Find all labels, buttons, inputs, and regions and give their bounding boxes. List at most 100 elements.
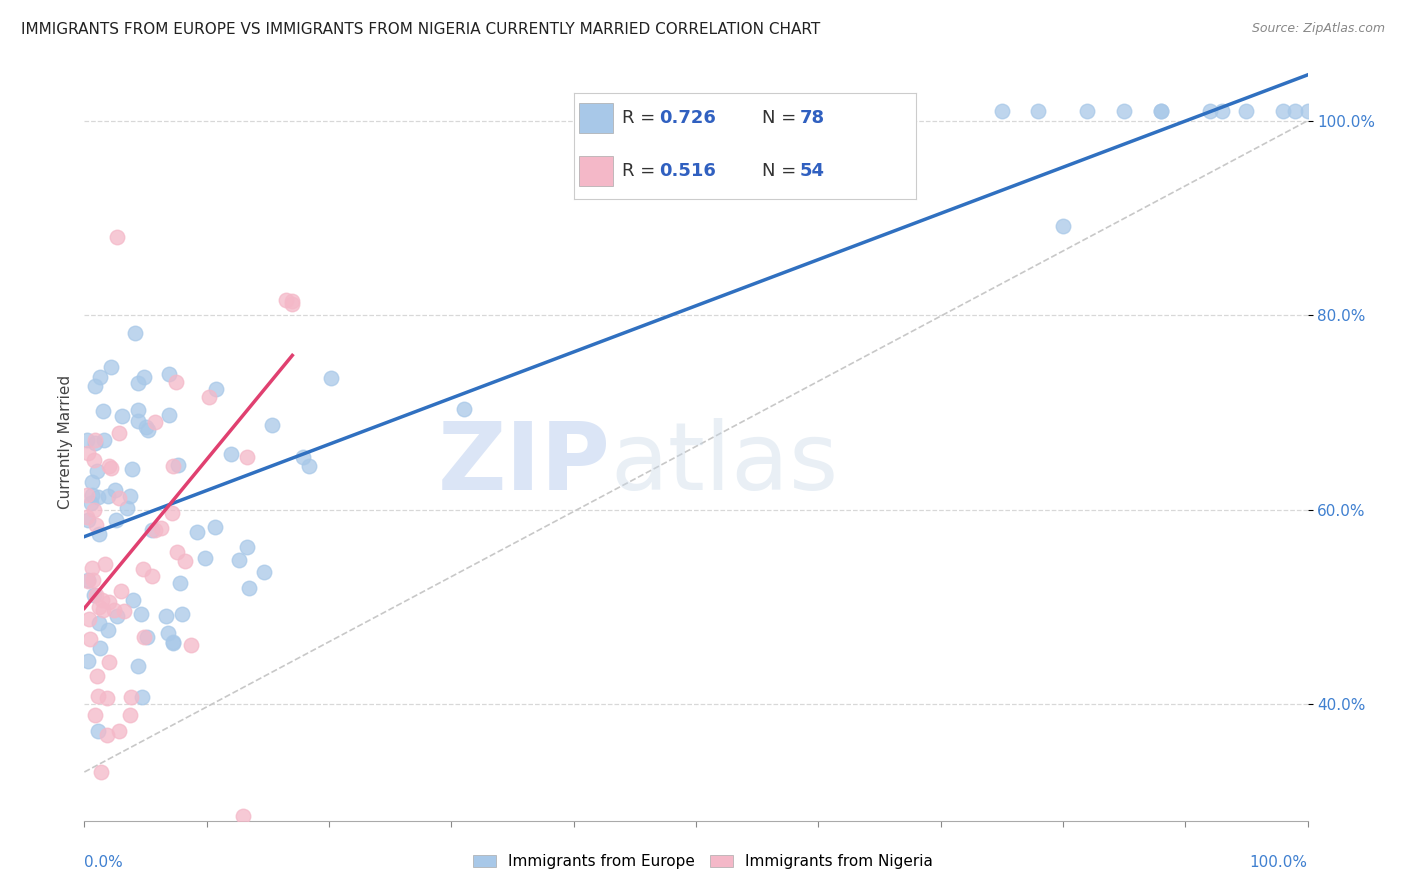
Point [84,436,107,450]
Point [90,765,112,780]
Point [235,540,257,554]
Point [1284,103,1306,118]
Point [141,569,163,583]
Point [221,447,243,461]
Point [132,370,155,384]
Point [77,612,100,626]
Point [127,402,149,417]
Point [118,489,141,503]
Point [97,489,120,503]
Point [235,450,257,464]
Point [135,420,157,434]
Point [321,370,343,384]
Point [107,723,129,738]
Point [1150,103,1173,118]
Point [194,551,217,566]
Point [1028,103,1050,118]
Point [87,526,110,541]
Point [127,376,149,390]
Point [174,554,197,568]
Point [149,521,172,535]
Point [453,401,475,416]
Point [1150,103,1173,118]
Point [186,524,208,539]
Point [145,415,167,429]
Point [141,523,163,537]
Point [98,595,121,609]
Point [82,573,104,587]
Text: IMMIGRANTS FROM EUROPE VS IMMIGRANTS FROM NIGERIA CURRENTLY MARRIED CORRELATION : IMMIGRANTS FROM EUROPE VS IMMIGRANTS FRO… [21,22,820,37]
Point [205,383,228,397]
Point [84,707,107,722]
Point [89,640,111,655]
Point [157,368,180,382]
Point [136,423,159,437]
Point [253,565,276,579]
Point [80,496,103,510]
Point [91,592,114,607]
Point [281,297,304,311]
Text: atlas: atlas [610,418,838,510]
Point [105,230,128,244]
Point [107,426,129,441]
Point [292,450,315,465]
Point [76,574,98,588]
Point [129,607,152,622]
Point [162,459,184,474]
Y-axis label: Currently Married: Currently Married [58,375,73,508]
Point [96,727,118,741]
Point [121,462,143,476]
Point [204,520,226,534]
Point [76,488,98,502]
Point [991,103,1014,118]
Point [76,654,98,668]
Point [120,690,142,705]
Point [87,490,110,504]
Point [124,326,146,341]
Point [160,506,183,520]
Point [100,359,122,374]
Point [166,545,188,559]
Point [276,293,298,307]
Point [77,446,100,460]
Point [118,707,141,722]
Point [76,510,98,524]
Point [100,461,122,475]
Point [157,408,180,422]
Point [105,513,128,527]
Point [228,553,250,567]
Point [136,630,159,644]
Point [97,655,120,669]
Point [104,483,127,498]
Point [82,475,104,490]
Point [77,513,100,527]
Point [281,293,304,308]
Point [134,630,156,644]
Text: 100.0%: 100.0% [1250,855,1308,870]
Point [86,723,108,738]
Point [260,417,283,432]
Point [84,379,107,393]
Point [1272,103,1295,118]
Text: 0.0%: 0.0% [84,855,124,870]
Point [165,375,187,389]
Point [89,370,111,384]
Point [83,588,105,602]
Point [143,523,166,537]
Point [91,403,114,417]
Point [238,581,260,595]
Point [86,669,108,683]
Point [93,603,115,617]
Legend: Immigrants from Europe, Immigrants from Nigeria: Immigrants from Europe, Immigrants from … [467,848,939,875]
Point [93,434,115,448]
Point [96,690,118,705]
Point [169,576,191,591]
Point [94,557,117,571]
Text: Source: ZipAtlas.com: Source: ZipAtlas.com [1251,22,1385,36]
Point [1114,103,1136,118]
Text: ZIP: ZIP [437,418,610,510]
Point [107,491,129,505]
Point [155,608,177,623]
Point [110,584,132,599]
Point [84,433,107,447]
